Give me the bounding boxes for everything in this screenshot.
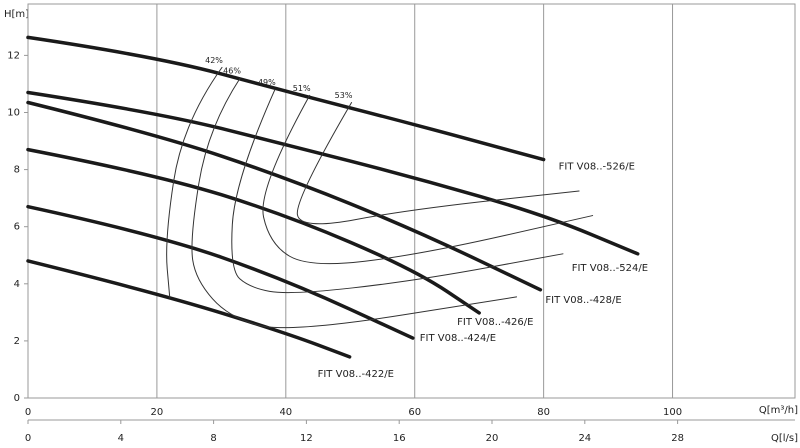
x2-tick-label: 28 (671, 433, 684, 444)
efficiency-label: 53% (335, 91, 353, 100)
efficiency-label: 51% (293, 84, 311, 93)
efficiency-curve (191, 77, 518, 329)
x-tick-label: 20 (151, 407, 164, 418)
y-tick-label: 8 (14, 165, 20, 176)
y-tick-label: 0 (14, 393, 20, 404)
curve-label: FIT V08..-428/E (545, 295, 621, 306)
curve-label: FIT V08..-424/E (420, 333, 496, 344)
pump-curve (26, 35, 546, 162)
x-tick-label: 80 (537, 407, 550, 418)
x2-tick-label: 0 (25, 433, 31, 444)
efficiency-curve (262, 94, 594, 265)
x2-tick-label: 16 (393, 433, 406, 444)
pump-curve (26, 204, 415, 340)
pump-curve (26, 100, 543, 292)
x2-tick-label: 24 (578, 433, 591, 444)
x2-tick-label: 4 (118, 433, 124, 444)
efficiency-label: 46% (223, 67, 241, 76)
x-tick-label: 100 (663, 407, 682, 418)
y-axis-label: H[m] (4, 9, 29, 20)
x2-tick-label: 12 (300, 433, 313, 444)
x-axis-label: Q[m³/h] (759, 405, 798, 416)
curve-label: FIT V08..-426/E (457, 317, 533, 328)
pump-curve (26, 90, 640, 256)
curve-label: FIT V08..-422/E (318, 369, 394, 380)
efficiency-curve (296, 102, 580, 225)
pump-curve (26, 259, 352, 359)
efficiency-label: 42% (205, 56, 223, 65)
curve-label: FIT V08..-524/E (572, 263, 648, 274)
x2-tick-label: 8 (210, 433, 216, 444)
y-tick-label: 10 (7, 107, 20, 118)
pump-curve (26, 147, 481, 315)
x-tick-label: 0 (25, 407, 31, 418)
x2-axis-label: Q[l/s] (771, 433, 798, 444)
x-tick-label: 60 (408, 407, 421, 418)
efficiency-curve (166, 66, 223, 299)
x2-tick-label: 20 (486, 433, 499, 444)
efficiency-label: 49% (258, 78, 276, 87)
y-tick-label: 12 (7, 50, 20, 61)
y-tick-label: 4 (14, 279, 20, 290)
y-tick-label: 6 (14, 222, 20, 233)
y-tick-label: 2 (14, 336, 20, 347)
curve-label: FIT V08..-526/E (559, 162, 635, 173)
efficiency-curve (231, 89, 564, 294)
x-tick-label: 40 (279, 407, 292, 418)
